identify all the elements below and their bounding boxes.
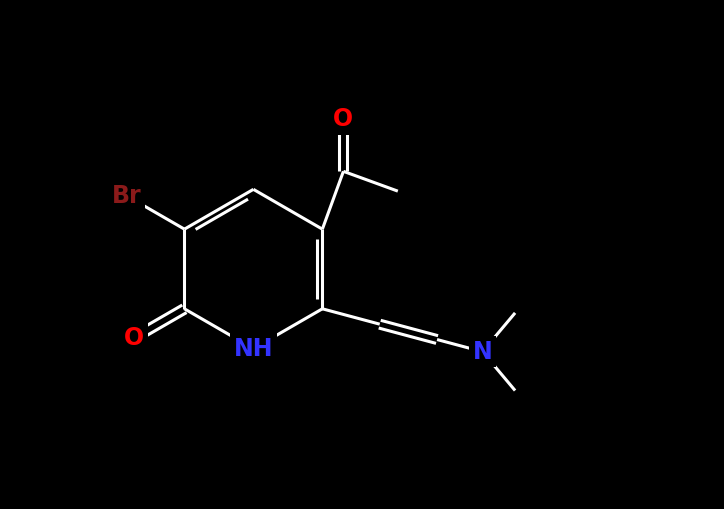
Text: NH: NH <box>234 336 273 360</box>
Text: Br: Br <box>112 184 142 208</box>
Text: O: O <box>333 107 353 131</box>
Text: O: O <box>125 326 144 350</box>
Text: N: N <box>473 340 492 364</box>
